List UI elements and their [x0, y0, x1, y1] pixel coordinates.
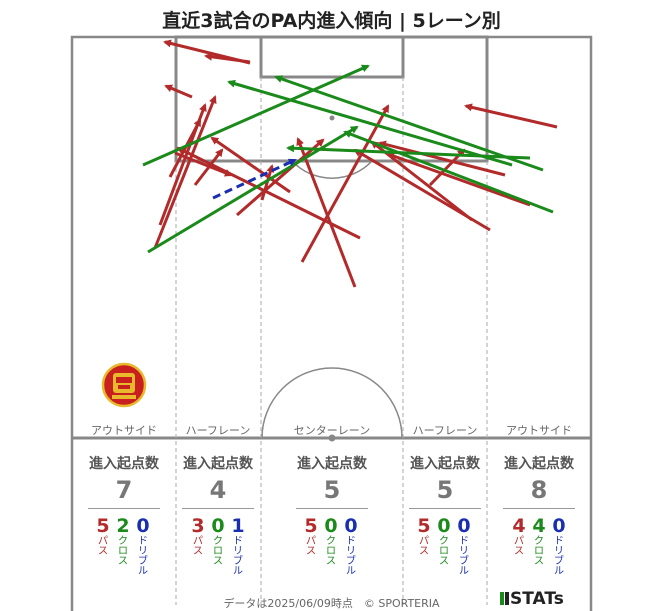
pass-arrow — [260, 164, 275, 201]
dribble-count: 1 — [231, 515, 245, 537]
dribble-label: ドリブル — [346, 536, 356, 577]
lane-label-halflane-right: ハーフレーン — [412, 424, 478, 437]
brand-bar-icon — [505, 592, 509, 605]
cross-arrow — [142, 64, 370, 167]
page-title: 直近3試合のPA内進入傾向 | 5レーン別 — [162, 10, 501, 32]
stat-divider — [296, 508, 368, 509]
stat-total: 5 — [323, 476, 341, 504]
pass-label: パス — [306, 536, 316, 557]
stat-header: 進入起点数 — [504, 456, 574, 472]
cross-label: クロス — [534, 536, 544, 567]
cross-label: クロス — [118, 536, 128, 567]
dribble-label: ドリブル — [233, 536, 243, 577]
pass-count: 3 — [191, 515, 205, 537]
lane-label-outside-right: アウトサイド — [506, 424, 572, 437]
stat-divider — [182, 508, 254, 509]
cross-arrows — [142, 64, 554, 254]
stat-header: 進入起点数 — [410, 456, 480, 472]
pass-arrow — [210, 136, 291, 194]
stat-total: 7 — [115, 476, 133, 504]
cross-count: 0 — [211, 515, 225, 537]
lane-label-center: センターレーン — [293, 424, 371, 437]
cross-count: 4 — [532, 515, 546, 537]
dribble-label: ドリブル — [138, 536, 148, 577]
penalty-spot — [329, 115, 335, 121]
stat-total: 8 — [530, 476, 548, 504]
pass-count: 4 — [512, 515, 526, 537]
pass-label: パス — [193, 536, 203, 557]
center-spot — [328, 434, 336, 442]
cross-arrow — [274, 75, 544, 172]
pass-arrow — [204, 52, 251, 64]
stat-divider — [409, 508, 481, 509]
stat-header: 進入起点数 — [183, 456, 253, 472]
pass-arrow — [296, 137, 357, 288]
pass-label: パス — [98, 536, 108, 557]
stats-brand-logo: STATs — [500, 589, 564, 609]
cross-arrow — [147, 125, 359, 254]
cross-count: 0 — [324, 515, 338, 537]
stat-divider — [88, 508, 160, 509]
dribble-label: ドリブル — [554, 536, 564, 577]
stat-divider — [503, 508, 575, 509]
pass-arrow — [174, 151, 233, 177]
pass-arrow — [464, 103, 558, 129]
brand-text: STATs — [510, 589, 564, 609]
dribble-count: 0 — [136, 515, 150, 537]
pass-arrow — [300, 104, 390, 263]
cross-label: クロス — [326, 536, 336, 567]
stat-total: 4 — [209, 476, 227, 504]
center-circle — [261, 367, 403, 439]
brand-bar-icon — [500, 592, 504, 605]
dribble-arrow — [212, 158, 297, 200]
dribble-count: 0 — [457, 515, 471, 537]
cross-count: 0 — [437, 515, 451, 537]
pass-label: パス — [514, 536, 524, 557]
stat-total: 5 — [436, 476, 454, 504]
cross-arrow — [227, 79, 513, 167]
pass-arrow — [378, 140, 506, 177]
pass-arrow — [164, 84, 193, 99]
pass-count: 5 — [417, 515, 431, 537]
pass-arrow — [236, 138, 325, 217]
stat-header: 進入起点数 — [89, 456, 159, 472]
cross-label: クロス — [213, 536, 223, 567]
dribble-count: 0 — [552, 515, 566, 537]
lane-label-halflane-left: ハーフレーン — [185, 424, 251, 437]
penalty-arc — [291, 160, 373, 179]
lane-label-outside-left: アウトサイド — [91, 424, 157, 437]
pass-arrow — [153, 95, 217, 249]
dribble-label: ドリブル — [459, 536, 469, 577]
pass-count: 5 — [304, 515, 318, 537]
cross-count: 2 — [116, 515, 130, 537]
pass-arrow — [386, 152, 531, 207]
pass-count: 5 — [96, 515, 110, 537]
pass-label: パス — [419, 536, 429, 557]
cross-arrow — [343, 130, 554, 214]
footer-credit: データは2025/06/09時点 © SPORTERIA — [223, 597, 440, 610]
pass-arrows — [153, 39, 558, 288]
goal-area — [259, 35, 405, 79]
cross-label: クロス — [439, 536, 449, 567]
team-crest-icon — [101, 362, 147, 408]
cross-arrow — [286, 144, 531, 160]
dribble-arrows — [212, 158, 297, 200]
dribble-count: 0 — [344, 515, 358, 537]
stat-header: 進入起点数 — [297, 456, 367, 472]
